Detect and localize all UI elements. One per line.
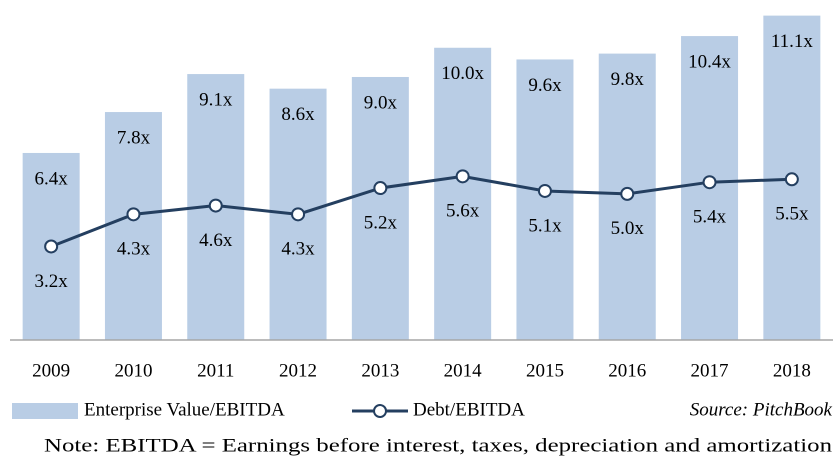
bar-value-label: 9.6x (528, 75, 562, 96)
line-value-label: 4.6x (199, 230, 233, 251)
legend-swatch-point (373, 404, 387, 418)
line-value-label: 5.1x (528, 215, 562, 236)
legend-label: Enterprise Value/EBITDA (84, 399, 285, 420)
x-tick-label: 2010 (114, 360, 152, 381)
x-tick-label: 2011 (197, 360, 234, 381)
x-tick-label: 2015 (526, 360, 564, 381)
legend-swatch (12, 403, 78, 419)
line-value-label: 4.3x (281, 239, 315, 260)
bar (351, 76, 409, 340)
line-point (537, 183, 552, 198)
note: Note: EBITDA = Earnings before interest,… (44, 435, 833, 456)
line-point (455, 169, 470, 184)
line-point (126, 207, 141, 222)
x-tick-label: 2013 (361, 360, 399, 381)
x-tick-label: 2012 (279, 360, 317, 381)
x-tick-label: 2009 (32, 360, 70, 381)
bar-value-label: 9.1x (199, 89, 233, 110)
bar (104, 112, 162, 340)
line (50, 174, 792, 248)
bar-value-label: 9.8x (611, 69, 645, 90)
line-point (373, 181, 388, 196)
x-tick-label: 2017 (691, 360, 729, 381)
line-point (208, 198, 223, 213)
bar-value-label: 10.0x (441, 63, 484, 84)
line-value-label: 4.3x (117, 239, 151, 260)
bar (434, 47, 492, 341)
source: Source: PitchBook (690, 399, 833, 420)
legend-label: Debt/EBITDA (413, 399, 525, 420)
line-point (784, 172, 799, 187)
line-point (620, 186, 635, 201)
bar-value-label: 11.1x (771, 31, 814, 52)
bar (516, 59, 574, 341)
bar-value-label: 9.0x (364, 92, 398, 113)
x-tick-label: 2018 (773, 360, 811, 381)
line-value-label: 5.0x (611, 218, 645, 239)
line-point (44, 239, 59, 254)
bar-value-label: 6.4x (35, 168, 69, 189)
line-value-label: 5.6x (446, 201, 480, 222)
x-tick-label: 2016 (608, 360, 646, 381)
line-point (291, 207, 306, 222)
bar-value-label: 10.4x (688, 51, 731, 72)
line-value-label: 5.5x (775, 204, 809, 225)
line-value-label: 5.2x (364, 212, 398, 233)
line-point (702, 175, 717, 190)
x-tick-label: 2014 (444, 360, 483, 381)
line-value-label: 5.4x (693, 207, 727, 228)
line-value-label: 3.2x (35, 271, 69, 292)
bar-value-label: 8.6x (281, 104, 315, 125)
bar-value-label: 7.8x (117, 127, 151, 148)
